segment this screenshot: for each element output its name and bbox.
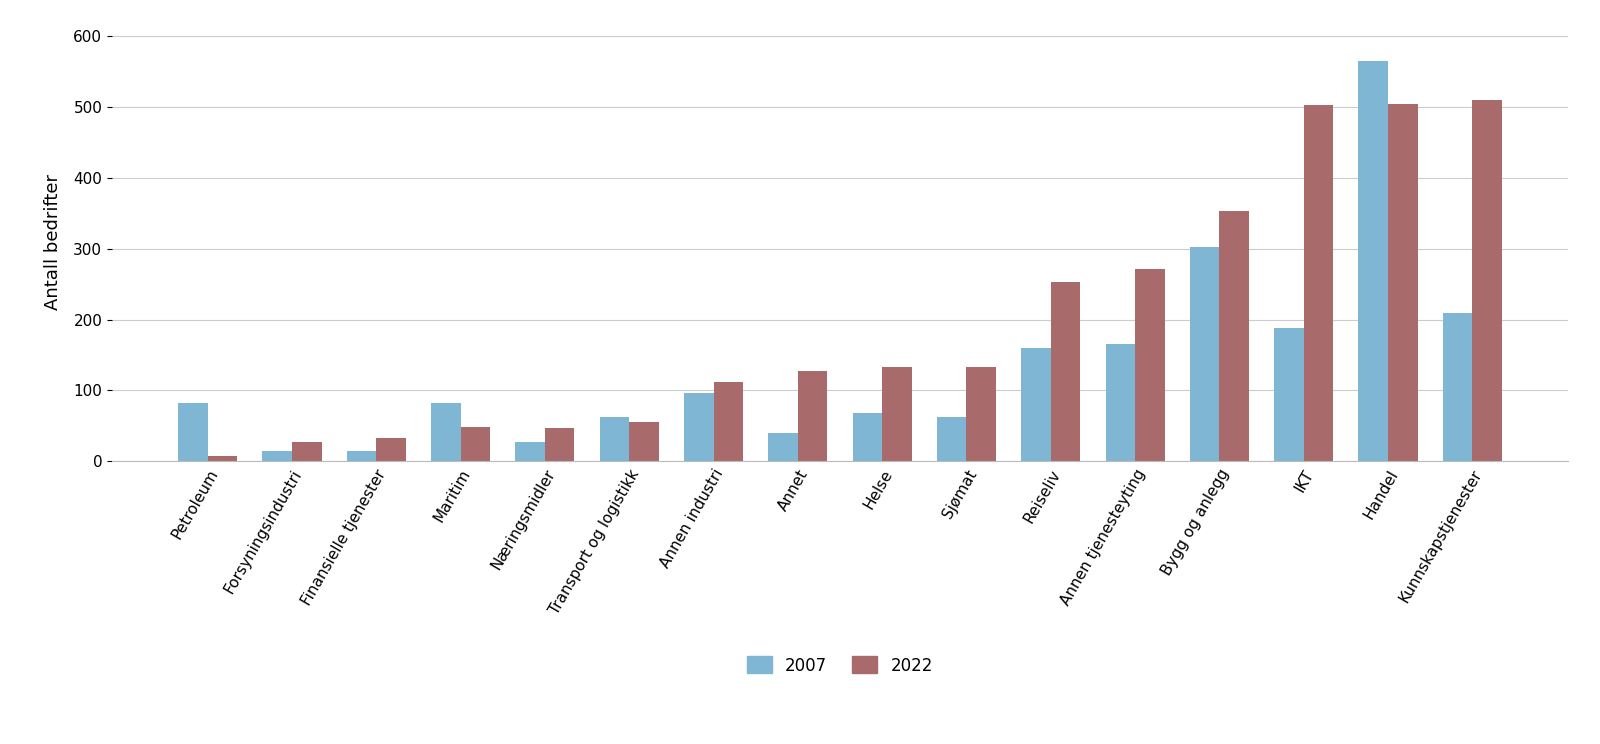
Bar	[882, 367, 912, 461]
Bar	[1021, 348, 1051, 461]
Bar	[1274, 328, 1304, 461]
Bar	[291, 442, 322, 461]
Bar	[600, 417, 629, 461]
Bar	[685, 393, 714, 461]
Bar	[1134, 269, 1165, 461]
Bar	[629, 423, 659, 461]
Bar	[768, 433, 798, 461]
Bar	[376, 438, 406, 461]
Y-axis label: Antall bedrifter: Antall bedrifter	[45, 174, 62, 310]
Legend: 2007, 2022: 2007, 2022	[741, 650, 939, 682]
Bar	[1472, 100, 1502, 461]
Bar	[1443, 312, 1472, 461]
Bar	[515, 442, 546, 461]
Bar	[938, 417, 966, 461]
Bar	[1358, 61, 1389, 461]
Bar	[1106, 344, 1134, 461]
Bar	[461, 427, 490, 461]
Bar	[546, 428, 574, 461]
Bar	[1051, 282, 1080, 461]
Bar	[1190, 248, 1219, 461]
Bar	[714, 382, 742, 461]
Bar	[208, 455, 237, 461]
Bar	[1304, 105, 1333, 461]
Bar	[966, 367, 995, 461]
Bar	[262, 451, 291, 461]
Bar	[1219, 211, 1250, 461]
Bar	[347, 451, 376, 461]
Bar	[178, 403, 208, 461]
Bar	[1389, 103, 1418, 461]
Bar	[430, 403, 461, 461]
Bar	[798, 371, 827, 461]
Bar	[853, 413, 882, 461]
